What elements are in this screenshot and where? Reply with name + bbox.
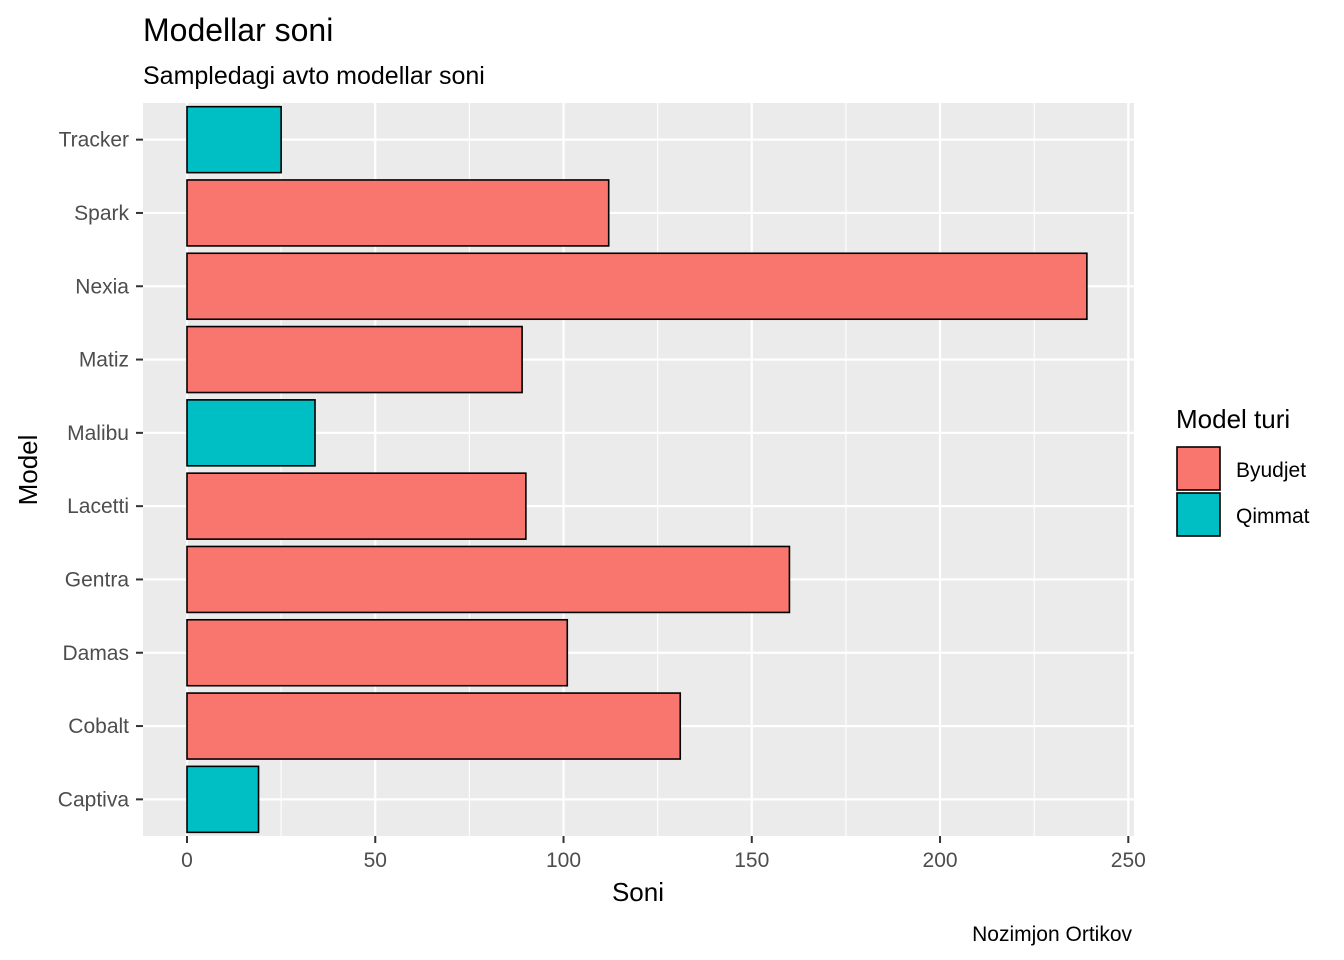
chart-title: Modellar soni bbox=[143, 12, 333, 48]
y-tick-label: Tracker bbox=[59, 129, 129, 152]
y-tick-label: Cobalt bbox=[68, 715, 129, 738]
x-tick-label: 200 bbox=[923, 849, 958, 872]
legend-label: Qimmat bbox=[1236, 505, 1310, 528]
bar-nexia bbox=[186, 252, 1088, 321]
y-tick-label: Matiz bbox=[79, 349, 129, 372]
chart-caption: Nozimjon Ortikov bbox=[972, 923, 1132, 946]
x-axis-title: Soni bbox=[612, 877, 664, 907]
bar-gentra bbox=[186, 545, 791, 614]
x-tick-label: 250 bbox=[1111, 849, 1146, 872]
bar-lacetti bbox=[186, 472, 527, 540]
x-tick-label: 0 bbox=[181, 849, 193, 872]
x-tick-label: 50 bbox=[364, 849, 387, 872]
x-tick-label: 150 bbox=[734, 849, 769, 872]
bar-matiz bbox=[186, 325, 523, 394]
legend-title: Model turi bbox=[1176, 404, 1290, 434]
chart-subtitle: Sampledagi avto modellar soni bbox=[143, 62, 485, 90]
bar-tracker bbox=[186, 105, 282, 174]
x-axis: 0 50 100 150 200 250 bbox=[181, 836, 1146, 872]
bar-damas bbox=[186, 618, 569, 687]
bar-cobalt bbox=[186, 692, 682, 760]
bar-malibu bbox=[186, 399, 316, 467]
bar-captiva bbox=[186, 765, 260, 834]
bar-spark bbox=[186, 179, 610, 247]
y-tick-label: Nexia bbox=[75, 275, 129, 298]
y-axis: Captiva Cobalt Damas Gentra Lacetti Malibu Mat… bbox=[58, 129, 143, 811]
y-axis-title: Model bbox=[13, 435, 43, 506]
x-tick-label: 100 bbox=[546, 849, 581, 872]
bars bbox=[186, 105, 1088, 834]
y-tick-label: Malibu bbox=[67, 422, 129, 445]
legend-key-byudjet bbox=[1176, 446, 1221, 491]
legend-key-qimmat bbox=[1176, 492, 1221, 537]
legend: Model turi Byudjet Qimmat bbox=[1176, 404, 1310, 537]
y-tick-label: Damas bbox=[62, 642, 129, 665]
y-tick-label: Lacetti bbox=[67, 495, 129, 518]
y-tick-label: Captiva bbox=[58, 788, 130, 811]
y-tick-label: Gentra bbox=[65, 568, 130, 591]
y-tick-label: Spark bbox=[74, 202, 129, 225]
legend-label: Byudjet bbox=[1236, 459, 1306, 482]
